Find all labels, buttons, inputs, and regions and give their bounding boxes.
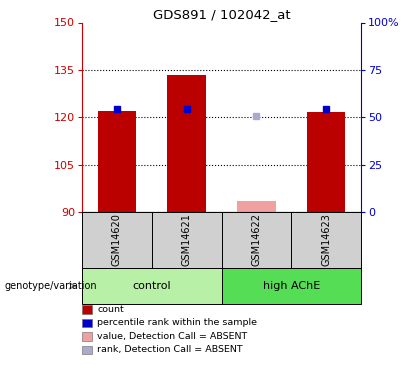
Text: percentile rank within the sample: percentile rank within the sample: [97, 318, 257, 327]
Bar: [222, 212, 291, 268]
Text: GSM14620: GSM14620: [112, 214, 122, 267]
Bar: [82, 305, 92, 314]
Title: GDS891 / 102042_at: GDS891 / 102042_at: [153, 8, 290, 21]
Text: control: control: [132, 281, 171, 291]
Bar: [82, 332, 92, 340]
Text: GSM14622: GSM14622: [252, 213, 262, 267]
Bar: [82, 268, 222, 304]
Text: value, Detection Call = ABSENT: value, Detection Call = ABSENT: [97, 332, 248, 341]
Bar: [307, 112, 346, 212]
Bar: [97, 111, 136, 212]
Bar: [82, 319, 92, 327]
Text: count: count: [97, 305, 124, 314]
Bar: [82, 212, 152, 268]
Bar: [152, 212, 222, 268]
Bar: [222, 268, 361, 304]
Bar: [82, 346, 92, 354]
Text: genotype/variation: genotype/variation: [4, 281, 97, 291]
Text: high AChE: high AChE: [263, 281, 320, 291]
Text: GSM14623: GSM14623: [321, 214, 331, 267]
Text: GSM14621: GSM14621: [181, 214, 192, 267]
Bar: [168, 75, 206, 212]
Text: rank, Detection Call = ABSENT: rank, Detection Call = ABSENT: [97, 345, 243, 354]
Bar: [291, 212, 361, 268]
Bar: [237, 201, 276, 212]
